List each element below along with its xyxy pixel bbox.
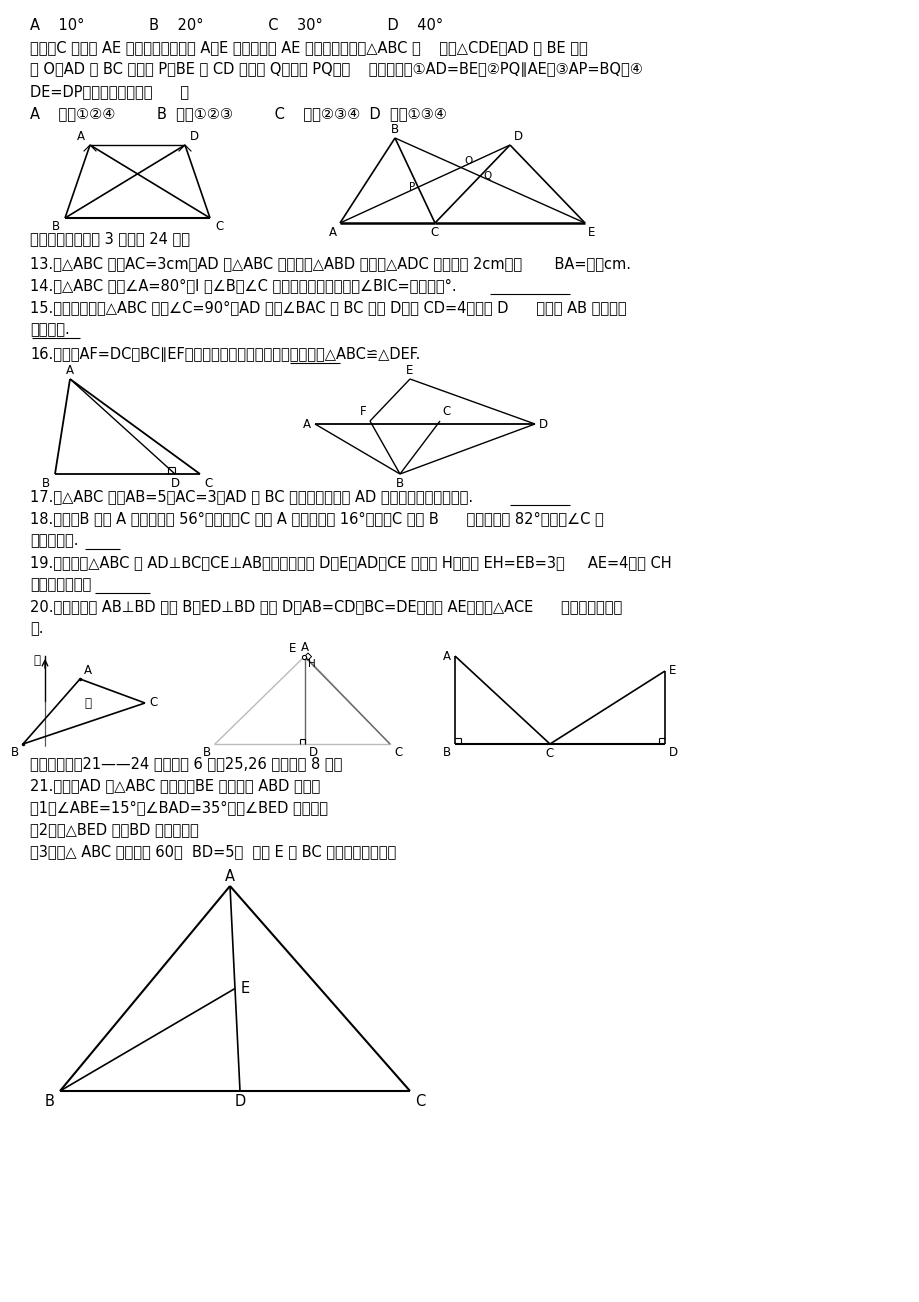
Text: 17.在△ABC 中，AB=5，AC=3，AD 是 BC 边上的中线，则 AD 的取值范围是＿＿＿＿.: 17.在△ABC 中，AB=5，AC=3，AD 是 BC 边上的中线，则 AD … bbox=[30, 490, 472, 504]
Text: D: D bbox=[668, 746, 677, 759]
Text: 如图，C 为线段 AE 上一动点（不与点 A，E 重合），在 AE 同侧分别作等边△ABC 和    等边△CDE，AD 与 BE 交于: 如图，C 为线段 AE 上一动点（不与点 A，E 重合），在 AE 同侧分别作等… bbox=[30, 40, 587, 55]
Text: 15.如图，在直角△ABC 中，∠C=90°，AD 平分∠BAC 交 BC 于点 D，若 CD=4，则点 D      到斜边 AB 的距离为: 15.如图，在直角△ABC 中，∠C=90°，AD 平分∠BAC 交 BC 于点… bbox=[30, 299, 626, 315]
Text: （2）在△BED 中作BD 边上的高；: （2）在△BED 中作BD 边上的高； bbox=[30, 822, 199, 837]
Text: B: B bbox=[42, 477, 50, 490]
Text: 三解答题：（21——24 题每小题 6 分，25,26 题每小题 8 分）: 三解答题：（21——24 题每小题 6 分，25,26 题每小题 8 分） bbox=[30, 756, 342, 771]
Text: 二填空：（每小题 3 分，共 24 分）: 二填空：（每小题 3 分，共 24 分） bbox=[30, 230, 190, 246]
Text: C: C bbox=[545, 747, 553, 760]
Text: D: D bbox=[514, 130, 523, 143]
Text: A: A bbox=[302, 418, 311, 431]
Text: C: C bbox=[430, 227, 438, 240]
Text: 点 O，AD 与 BC 交于点 P，BE 与 CD 交于点 Q，连接 PQ，则    下列结论：①AD=BE；②PQ∥AE；③AP=BQ；④: 点 O，AD 与 BC 交于点 P，BE 与 CD 交于点 Q，连接 PQ，则 … bbox=[30, 62, 642, 77]
Text: 16.如图，AF=DC，BC∥EF，只需补充一个条件＿＿＿＿，就得△ABC≌△DEF.: 16.如图，AF=DC，BC∥EF，只需补充一个条件＿＿＿＿，就得△ABC≌△D… bbox=[30, 348, 420, 362]
Text: B: B bbox=[391, 122, 399, 135]
Text: E: E bbox=[241, 980, 250, 996]
Text: B: B bbox=[11, 746, 19, 759]
Text: A    只有①②④         B  只有①②③         C    只有②③④  D  只有①③④: A 只有①②④ B 只有①②③ C 只有②③④ D 只有①③④ bbox=[30, 105, 447, 121]
Text: C: C bbox=[215, 220, 223, 233]
Text: E: E bbox=[668, 664, 675, 677]
Text: C: C bbox=[149, 697, 157, 710]
Text: ＿＿＿＿.: ＿＿＿＿. bbox=[30, 322, 70, 337]
Text: E: E bbox=[289, 642, 296, 655]
Text: A: A bbox=[301, 641, 309, 654]
Text: 南: 南 bbox=[84, 697, 91, 710]
Text: D: D bbox=[170, 477, 179, 490]
Text: E: E bbox=[587, 227, 595, 240]
Text: 14.在△ABC 中，∠A=80°，I 是∠B，∠C 的角平分线的交点，则∠BIC=＿＿＿＿°.: 14.在△ABC 中，∠A=80°，I 是∠B，∠C 的角平分线的交点，则∠BI… bbox=[30, 279, 456, 293]
Text: A: A bbox=[84, 664, 92, 677]
Text: A: A bbox=[225, 868, 234, 884]
Text: （1）∠ABE=15°，∠BAD=35°，求∠BED 的度数；: （1）∠ABE=15°，∠BAD=35°，求∠BED 的度数； bbox=[30, 799, 328, 815]
Text: A: A bbox=[443, 650, 450, 663]
Text: D: D bbox=[309, 746, 318, 759]
Text: 度数为＿＿.: 度数为＿＿. bbox=[30, 533, 78, 548]
Text: B: B bbox=[51, 220, 60, 233]
Text: 20.如图，已知 AB⊥BD 于点 B，ED⊥BD 于点 D，AB=CD，BC=DE，连接 AE，那么△ACE      是＿＿＿＿三角: 20.如图，已知 AB⊥BD 于点 B，ED⊥BD 于点 D，AB=CD，BC=… bbox=[30, 599, 621, 615]
Text: Q: Q bbox=[482, 171, 491, 181]
Text: 21.如图，AD 为△ABC 的中线，BE 为三角形 ABD 中线，: 21.如图，AD 为△ABC 的中线，BE 为三角形 ABD 中线， bbox=[30, 779, 320, 793]
Text: F: F bbox=[360, 405, 367, 418]
Text: H: H bbox=[308, 659, 315, 669]
Text: A    10°              B    20°              C    30°              D    40°: A 10° B 20° C 30° D 40° bbox=[30, 18, 443, 33]
Text: D: D bbox=[539, 418, 548, 431]
Text: C: C bbox=[204, 477, 212, 490]
Text: 北: 北 bbox=[33, 654, 40, 667]
Text: B: B bbox=[395, 477, 403, 490]
Text: 的长是＿＿＿＿: 的长是＿＿＿＿ bbox=[30, 577, 91, 592]
Text: 18.如图，B 处在 A 处的南偏西 56°的方向，C 处在 A 处的南偏东 16°方向，C 处在 B      处的北偏东 82°方向，∠C 的: 18.如图，B 处在 A 处的南偏西 56°的方向，C 处在 A 处的南偏东 1… bbox=[30, 510, 603, 526]
Text: D: D bbox=[190, 130, 199, 143]
Text: B: B bbox=[203, 746, 210, 759]
Text: B: B bbox=[442, 746, 450, 759]
Text: （3）若△ ABC 的面积为 60，  BD=5，  则点 E 到 BC 边的距离为多少？: （3）若△ ABC 的面积为 60， BD=5， 则点 E 到 BC 边的距离为… bbox=[30, 844, 396, 859]
Text: C: C bbox=[393, 746, 402, 759]
Text: A: A bbox=[66, 365, 74, 378]
Text: A: A bbox=[77, 130, 85, 143]
Text: C: C bbox=[441, 405, 449, 418]
Text: P: P bbox=[408, 182, 414, 193]
Text: 形.: 形. bbox=[30, 621, 43, 635]
Text: 19.如图，在△ABC 中 AD⊥BC，CE⊥AB，垂足分别为 D、E，AD、CE 交于点 H，已知 EH=EB=3，     AE=4，则 CH: 19.如图，在△ABC 中 AD⊥BC，CE⊥AB，垂足分别为 D、E，AD、C… bbox=[30, 555, 671, 570]
Text: B: B bbox=[45, 1094, 55, 1109]
Text: 13.在△ABC 中，AC=3cm，AD 是△ABC 中线，若△ABD 周长比△ADC 的周长大 2cm，则       BA=＿＿cm.: 13.在△ABC 中，AC=3cm，AD 是△ABC 中线，若△ABD 周长比△… bbox=[30, 256, 630, 271]
Text: O: O bbox=[463, 155, 471, 165]
Text: A: A bbox=[329, 227, 336, 240]
Text: C: C bbox=[414, 1094, 425, 1109]
Text: E: E bbox=[406, 365, 414, 378]
Text: DE=DP，其中正确的是（      ）: DE=DP，其中正确的是（ ） bbox=[30, 85, 188, 99]
Text: D: D bbox=[234, 1094, 245, 1109]
